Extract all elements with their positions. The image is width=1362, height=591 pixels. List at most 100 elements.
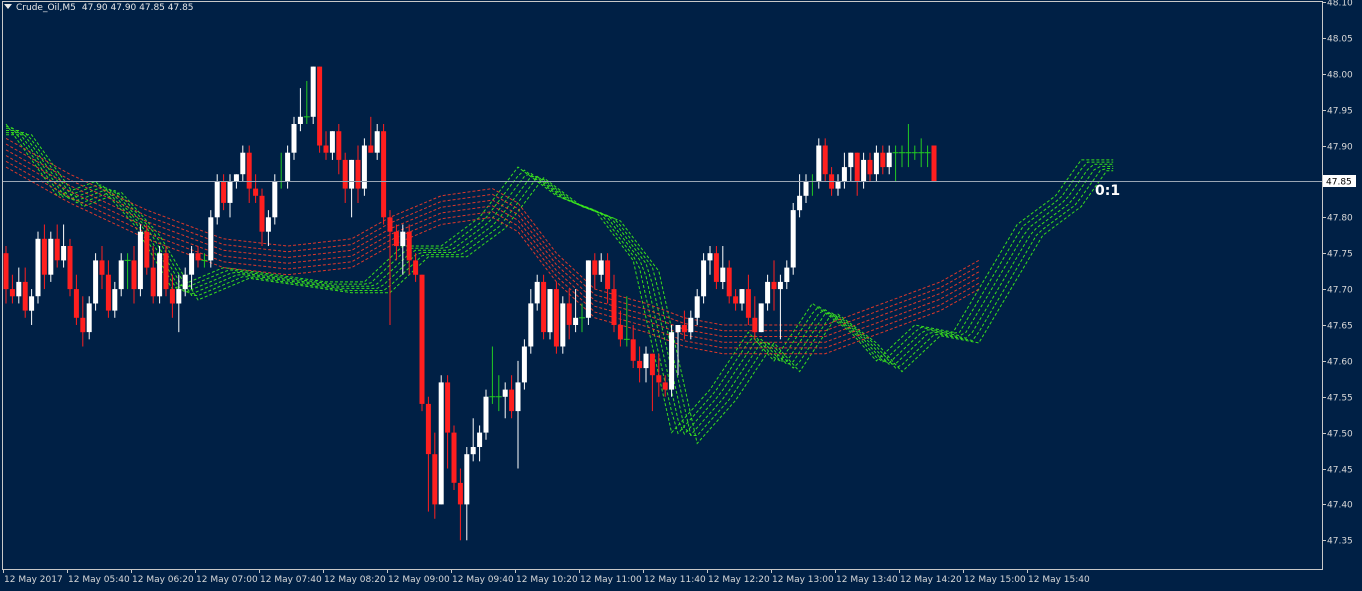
- candle: [886, 145, 892, 175]
- candle: [105, 260, 111, 318]
- candle: [406, 224, 412, 275]
- candle-body: [803, 181, 809, 196]
- candle: [623, 296, 630, 347]
- fast-band-line: [5, 123, 1114, 434]
- x-tick-label: 12 May 15:00: [964, 575, 1026, 585]
- candle: [713, 246, 719, 290]
- candle-body: [118, 260, 124, 290]
- candle-body: [720, 267, 726, 282]
- y-tick-label: 47.90: [1327, 143, 1353, 153]
- candle: [464, 446, 470, 541]
- candle-body: [182, 274, 188, 290]
- candle-body: [419, 274, 425, 404]
- candle-body: [790, 210, 796, 268]
- candle: [208, 210, 214, 268]
- candle-body: [931, 145, 937, 182]
- candle-body: [502, 389, 508, 397]
- candle: [214, 174, 220, 225]
- candle: [112, 281, 118, 318]
- x-tick-label: 12 May 10:20: [516, 575, 578, 585]
- candle-body: [733, 296, 739, 304]
- candle: [291, 116, 297, 160]
- candle-body: [822, 145, 828, 175]
- triangle-down-icon[interactable]: [4, 4, 12, 9]
- candle: [349, 159, 355, 218]
- candle-body: [400, 231, 406, 247]
- candle-body: [713, 253, 719, 282]
- candle-body: [438, 382, 444, 505]
- slow-band-line: [5, 137, 980, 326]
- candle: [297, 88, 303, 132]
- candle: [86, 296, 92, 340]
- candle-body: [355, 159, 361, 189]
- candle-body: [726, 267, 732, 297]
- candle-body: [598, 260, 604, 275]
- candle-body: [464, 454, 470, 505]
- candle: [303, 80, 310, 125]
- candle-body: [29, 296, 35, 311]
- candle-body: [336, 131, 342, 160]
- candle: [438, 375, 444, 505]
- candle-body: [163, 253, 169, 290]
- candle: [547, 289, 553, 340]
- candle-body: [592, 260, 598, 275]
- candle: [169, 274, 175, 318]
- candle: [278, 152, 285, 189]
- candle: [515, 360, 521, 469]
- candle: [880, 145, 886, 175]
- candle: [368, 116, 374, 153]
- candle-body: [112, 289, 118, 311]
- candle: [144, 224, 150, 275]
- candle: [816, 138, 822, 189]
- candle: [445, 375, 451, 469]
- candle: [905, 124, 912, 168]
- candle: [733, 289, 739, 311]
- candle: [707, 246, 713, 275]
- candle-body: [48, 238, 54, 275]
- y-tick-label: 47.60: [1327, 358, 1353, 368]
- slow-band-line: [5, 166, 980, 355]
- candle: [451, 425, 457, 491]
- candle: [48, 231, 54, 282]
- candle-body: [765, 281, 771, 304]
- candle: [227, 174, 233, 218]
- candle-body: [233, 174, 239, 182]
- candle-body: [285, 152, 291, 182]
- candle-body: [381, 131, 387, 218]
- candle-body: [797, 195, 803, 211]
- candle: [694, 289, 700, 325]
- candle-body: [169, 289, 175, 304]
- candle: [803, 174, 809, 203]
- candle: [521, 339, 527, 390]
- candle: [9, 274, 15, 304]
- candle: [797, 174, 803, 218]
- candle-body: [157, 253, 163, 297]
- candle: [118, 253, 124, 297]
- candle: [67, 238, 73, 297]
- candle-body: [848, 152, 854, 168]
- candle-body: [425, 403, 431, 455]
- time-axis[interactable]: 12 May 2017 12 May 05:40 12 May 06:20 12 Ma…: [3, 569, 1090, 585]
- candle-body: [835, 181, 841, 189]
- fast-band-line: [6, 127, 1114, 436]
- candle-body: [86, 303, 92, 333]
- price-axis[interactable]: 48.10 48.05 48.00 47.95 47.90 47.85 47.80 47.75…: [1322, 0, 1356, 547]
- candle: [425, 396, 431, 512]
- candle: [566, 289, 572, 340]
- candle-body: [771, 281, 777, 290]
- candle: [419, 274, 425, 412]
- candle-body: [387, 217, 393, 232]
- candle: [630, 324, 636, 369]
- candle: [99, 246, 105, 290]
- candle: [675, 324, 681, 376]
- candle-body: [534, 281, 540, 304]
- candle: [457, 468, 463, 541]
- candle-body: [662, 382, 668, 390]
- candle: [195, 246, 201, 268]
- candle: [285, 145, 291, 189]
- candle-body: [105, 274, 111, 311]
- x-tick-label: 12 May 05:40: [68, 575, 130, 585]
- candle-body: [259, 195, 265, 232]
- candle: [643, 346, 649, 383]
